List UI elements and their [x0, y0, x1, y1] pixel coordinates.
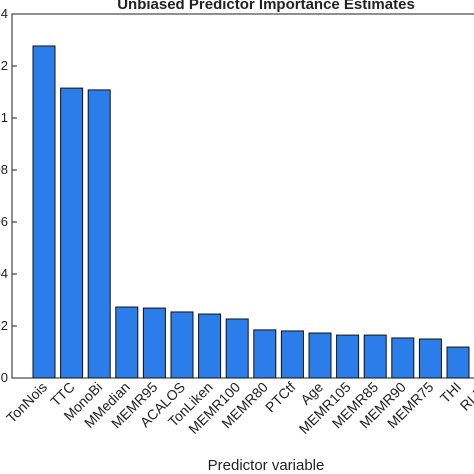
bar: [391, 337, 415, 379]
y-tick-label: 0.1: [0, 110, 8, 125]
bar: [198, 313, 222, 379]
plot-frame: [11, 13, 474, 379]
y-tick-label: 0.12: [0, 58, 8, 73]
bar: [280, 330, 304, 379]
bar: [446, 346, 470, 379]
x-tick-label: RL50: [457, 379, 474, 414]
bar: [253, 329, 277, 379]
bar: [225, 318, 249, 379]
y-tick-label: 0.06: [0, 214, 8, 229]
bar: [142, 307, 166, 379]
y-tick-label: 0.04: [0, 266, 8, 281]
x-axis-label: Predictor variable: [208, 457, 325, 474]
bar: [170, 311, 194, 379]
bar: [32, 45, 56, 379]
x-tick-label: PTCtf: [262, 379, 299, 416]
x-tick-label: TonNois: [3, 379, 50, 426]
y-tick-label: 0.14: [0, 6, 8, 21]
bar: [60, 87, 84, 379]
bar: [87, 89, 111, 379]
chart-title: Unbiased Predictor Importance Estimates: [117, 0, 415, 13]
y-tick-label: 0.08: [0, 162, 8, 177]
bar: [308, 332, 332, 379]
bar: [363, 334, 387, 379]
bar: [115, 306, 139, 379]
bar: [336, 334, 360, 379]
y-tick-label: 0.02: [0, 318, 8, 333]
bar: [418, 338, 442, 379]
y-tick-label: 0: [1, 370, 8, 385]
